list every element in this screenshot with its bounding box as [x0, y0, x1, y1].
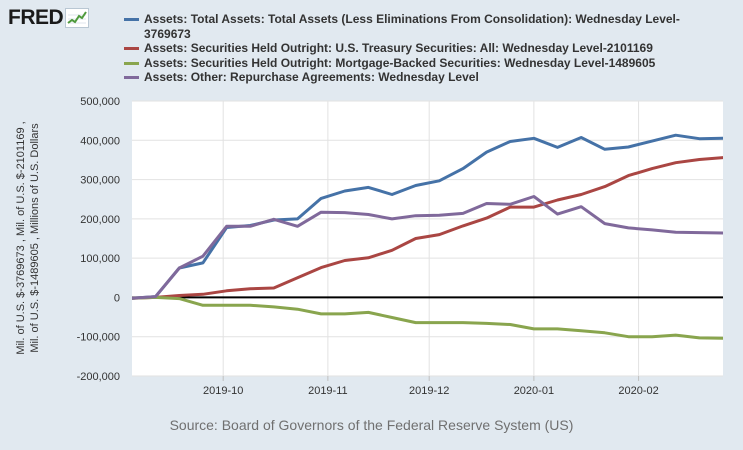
- x-tick-label: 2020-01: [514, 385, 554, 397]
- legend-swatch-repurchase-agreements: [124, 76, 139, 79]
- fred-logo-text: FRED: [8, 6, 64, 29]
- series-line-repurchase-agreements[interactable]: [132, 195, 723, 300]
- x-tick-label: 2019-10: [203, 385, 243, 397]
- source-note: Source: Board of Governors of the Federa…: [169, 417, 574, 433]
- x-tick-label: 2019-11: [308, 385, 348, 397]
- chart-legend: Assets: Total Assets: Total Assets (Less…: [124, 12, 724, 85]
- series-line-treasury-securities[interactable]: [132, 156, 723, 300]
- y-tick-label: 300,000: [80, 175, 120, 187]
- legend-item-total-assets[interactable]: Assets: Total Assets: Total Assets (Less…: [124, 12, 724, 41]
- legend-swatch-total-assets: [124, 18, 139, 21]
- legend-label-repurchase-agreements: Assets: Other: Repurchase Agreements: We…: [144, 70, 479, 84]
- legend-swatch-mortgage-backed-securities: [124, 61, 139, 65]
- data-series: [132, 133, 723, 340]
- y-tick-label: 400,000: [80, 135, 120, 147]
- legend-label-mortgage-backed-securities: Assets: Securities Held Outright: Mortga…: [144, 55, 656, 70]
- legend-label-total-assets: Assets: Total Assets: Total Assets (Less…: [144, 12, 680, 41]
- y-tick-label: 500,000: [80, 96, 120, 108]
- x-tick-label: 2019-12: [409, 385, 449, 397]
- legend-item-repurchase-agreements[interactable]: Assets: Other: Repurchase Agreements: We…: [124, 70, 724, 85]
- line-chart: -200,000 -100,000 0 100,000 200,000 300,000 40…: [15, 96, 723, 397]
- series-line-mortgage-backed-securities[interactable]: [132, 295, 723, 340]
- legend-item-mortgage-backed-securities[interactable]: Assets: Securities Held Outright: Mortga…: [124, 56, 724, 71]
- y-tick-label: 100,000: [80, 253, 120, 265]
- y-axis-ticks: -200,000 -100,000 0 100,000 200,000 300,000 40…: [77, 96, 120, 383]
- y-tick-label: 0: [114, 292, 120, 304]
- x-axis-ticks: 2019-10 2019-11 2019-12 2020-01 2020-02: [203, 376, 659, 397]
- x-tick-label: 2020-02: [618, 385, 658, 397]
- y-axis-label: Mil. of U.S. $-3769673 , Mil. of U.S. $-…: [15, 121, 41, 354]
- y-tick-label: -100,000: [77, 332, 120, 344]
- fred-logo[interactable]: FRED: [8, 6, 90, 30]
- legend-label-treasury-securities: Assets: Securities Held Outright: U.S. T…: [144, 41, 653, 55]
- trend-line-chart-icon: [65, 8, 90, 28]
- y-tick-label: 200,000: [80, 214, 120, 226]
- legend-swatch-treasury-securities: [124, 47, 139, 50]
- legend-item-treasury-securities[interactable]: Assets: Securities Held Outright: U.S. T…: [124, 41, 724, 56]
- y-tick-label: -200,000: [77, 371, 120, 383]
